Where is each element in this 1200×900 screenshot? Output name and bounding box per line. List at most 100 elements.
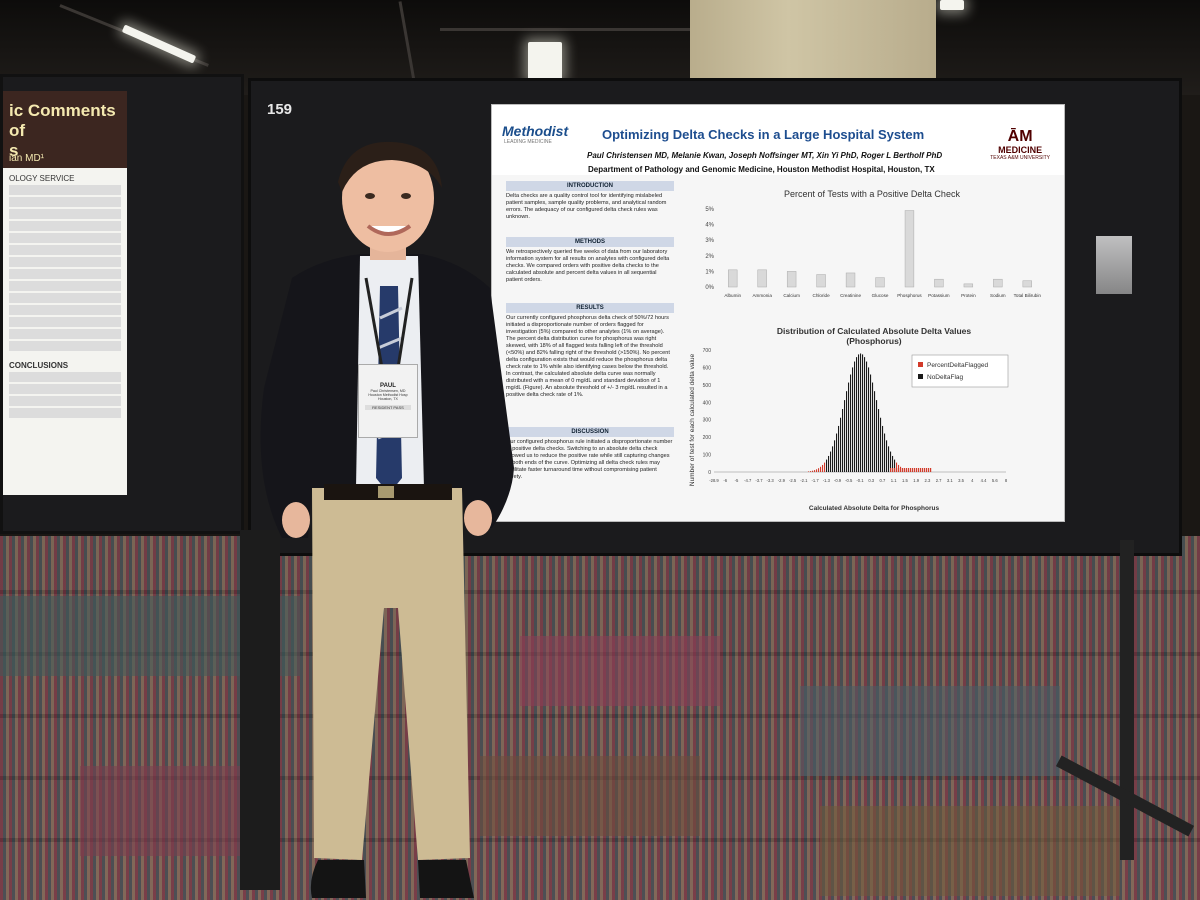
text-line: [9, 372, 121, 382]
bar: [757, 269, 767, 288]
table-row: [9, 233, 121, 243]
y-tick-label: 700: [703, 348, 712, 354]
histogram-bar-flagged: [892, 468, 894, 472]
belt-buckle: [378, 486, 394, 498]
x-tick-label: -3.3: [767, 478, 775, 483]
x-tick-label: -0.1: [856, 478, 864, 483]
x-tick-label: Phosphorus: [897, 293, 922, 298]
left-poster-section-label: OLOGY SERVICE: [9, 174, 75, 183]
x-tick-label: -6: [723, 478, 727, 483]
legend-label: PercentDeltaFlagged: [927, 362, 988, 369]
chart-percent-positive-delta: Percent of Tests with a Positive Delta C…: [705, 189, 1041, 298]
x-tick-label: Creatinine: [840, 293, 861, 298]
left-poster-conclusions-label: CONCLUSIONS: [9, 361, 69, 370]
x-tick-label: -28.9: [709, 478, 719, 483]
badge-pass: RESIDENT PASS: [365, 405, 411, 410]
carpet-tile: [800, 686, 1060, 776]
research-poster: Methodist LEADING MEDICINE Optimizing De…: [491, 104, 1065, 522]
left-poster-title-line1: ic Comments of: [9, 101, 116, 140]
histogram-bar-flagged: [914, 468, 916, 472]
right-shoe: [418, 860, 474, 898]
histogram-bar: [894, 459, 896, 472]
ceiling-pipe: [440, 28, 690, 31]
table-row: [9, 257, 121, 267]
histogram-bar-flagged: [926, 468, 928, 472]
x-tick-label: 0.7: [880, 478, 886, 483]
y-tick-label: 100: [703, 453, 712, 459]
x-tick-label: -1.3: [823, 478, 831, 483]
x-tick-label: 4.4: [981, 478, 987, 483]
histogram-bar: [856, 357, 858, 472]
bar: [993, 278, 1003, 288]
x-tick-label: 8: [1005, 478, 1008, 483]
x-tick-label: Ammonia: [752, 293, 772, 298]
methodist-logo: Methodist: [502, 123, 569, 139]
histogram-bar: [844, 400, 846, 472]
histogram-bar: [868, 367, 870, 472]
trousers: [312, 488, 470, 860]
legend-label: NoDeltaFlag: [927, 374, 964, 381]
histogram-bar: [860, 353, 862, 472]
x-tick-label: 1.1: [891, 478, 897, 483]
histogram-bar: [848, 382, 850, 472]
carpet-tile: [480, 756, 700, 836]
badge-line1: Paul Christensen, MD: [370, 389, 406, 393]
y-tick-label: 3%: [705, 238, 714, 244]
x-tick-label: 3.1: [947, 478, 953, 483]
poster-department: Department of Pathology and Genomic Medi…: [588, 165, 935, 174]
bar: [934, 278, 944, 288]
histogram-bar: [882, 425, 884, 472]
y-axis-label: Number of test for each calculated delta…: [689, 353, 696, 486]
board-number: 159: [267, 101, 293, 118]
histogram-bar: [890, 451, 892, 472]
board-leg: [1120, 540, 1134, 860]
board-leg: [240, 530, 280, 890]
histogram-bar: [870, 374, 872, 472]
histogram-bar-flagged: [824, 462, 826, 472]
table-row: [9, 269, 121, 279]
histogram-bar: [888, 446, 890, 472]
left-poster-authors: ian MD¹: [3, 149, 127, 168]
histogram-bar-flagged: [810, 471, 812, 472]
histogram-bar-flagged: [924, 468, 926, 472]
section-text-discussion: Our configured phosphorus rule initiated…: [506, 439, 673, 480]
left-poster-board: ic Comments of s ian MD¹ OLOGY SERVICE C…: [0, 74, 244, 534]
table-row: [9, 329, 121, 339]
histogram-bar-flagged: [930, 468, 932, 472]
section-text-introduction: Delta checks are a quality control tool …: [506, 193, 667, 220]
x-tick-label: 0.3: [868, 478, 874, 483]
lanyard: [364, 277, 414, 369]
histogram-bar-flagged: [910, 468, 912, 472]
histogram-bar-flagged: [920, 468, 922, 472]
left-hand: [282, 502, 310, 538]
histogram-bar-flagged: [816, 469, 818, 472]
chart-absolute-delta-distribution: Distribution of Calculated Absolute Delt…: [689, 326, 1009, 512]
y-tick-label: 5%: [705, 207, 714, 213]
x-tick-label: -4.7: [744, 478, 752, 483]
y-tick-label: 300: [703, 418, 712, 424]
tamu-logo-text: MEDICINE: [998, 145, 1043, 155]
histogram-bar-flagged: [902, 468, 904, 472]
y-tick-label: 0%: [705, 285, 714, 291]
section-text-results: Our currently configured phosphorus delt…: [506, 315, 670, 398]
table-row: [9, 221, 121, 231]
x-tick-label: 2.7: [936, 478, 942, 483]
table-row: [9, 185, 121, 195]
histogram-bar: [876, 400, 878, 472]
plastic-bag: [1096, 236, 1132, 294]
badge-line3: Houston, TX: [378, 397, 398, 401]
legend-box: [911, 354, 1009, 388]
text-line: [9, 396, 121, 406]
carpet-floor: [0, 536, 1200, 900]
histogram-bar-flagged: [896, 468, 898, 472]
chart-title: Percent of Tests with a Positive Delta C…: [784, 189, 960, 199]
histogram-bar: [872, 382, 874, 472]
x-tick-label: 4: [971, 478, 974, 483]
right-hand: [464, 500, 492, 536]
histogram-bar-flagged: [904, 468, 906, 472]
bar: [904, 210, 915, 288]
y-tick-label: 0: [708, 470, 711, 476]
ceiling-light: [528, 42, 562, 80]
x-tick-label: 5.6: [992, 478, 998, 483]
histogram-bar-flagged: [900, 468, 902, 472]
